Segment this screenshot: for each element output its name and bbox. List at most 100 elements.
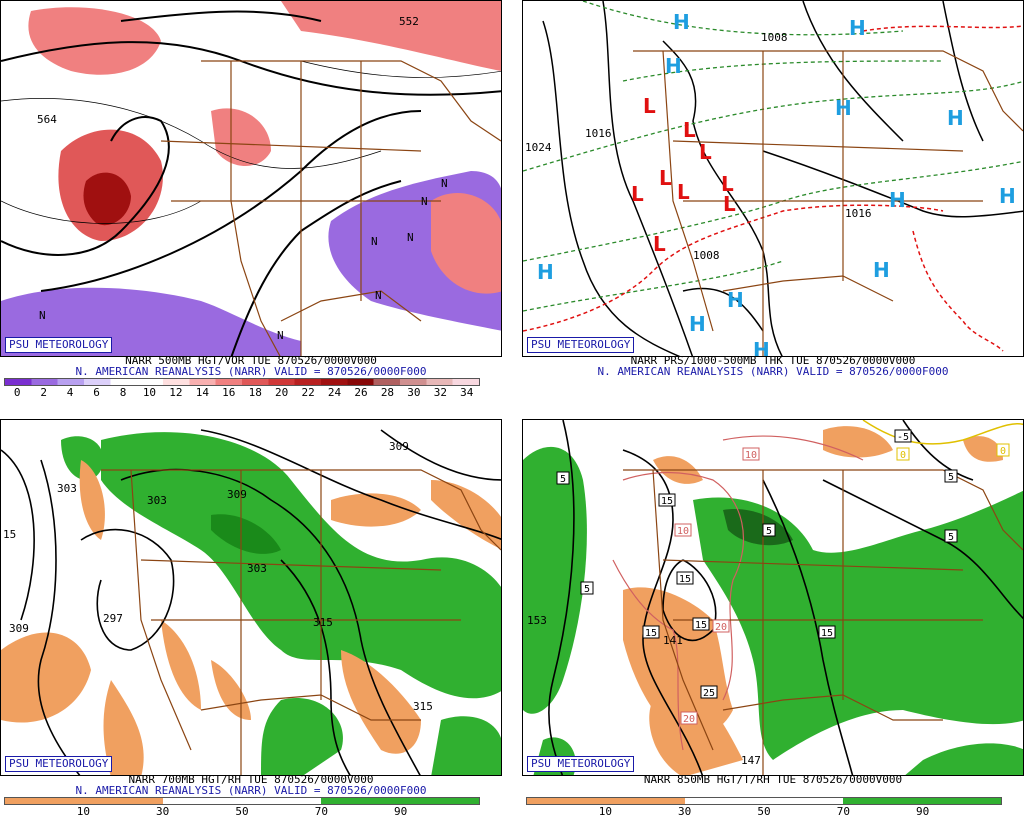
map1-label-564: 564 — [37, 113, 57, 126]
colorbar-tick-label: 0 — [13, 386, 21, 399]
svg-text:15: 15 — [661, 496, 673, 507]
colorbar-tick-label: 30 — [678, 805, 692, 818]
colorbar-tick-label: 24 — [327, 386, 342, 399]
svg-text:10: 10 — [677, 526, 689, 537]
map3-label-309c: 309 — [9, 622, 29, 635]
map-500mb-graphic: 564 552 N N N N N N N — [1, 1, 501, 356]
map3-label-303b: 303 — [147, 494, 167, 507]
low-marker-9: L — [653, 232, 666, 256]
map1-label-552: 552 — [399, 15, 419, 28]
psu-meteorology-badge: PSU METEOROLOGY — [5, 337, 113, 353]
svg-text:15: 15 — [645, 628, 657, 639]
low-marker-2: L — [683, 118, 696, 142]
map2-label-1016b: 1016 — [845, 207, 872, 220]
vorticity-colorbar-labels: 0 2 4 6 8 10 12 14 16 18 20 22 24 26 28 30 32 34 — [0, 387, 502, 399]
map1-label-n5: N — [421, 195, 428, 208]
colorbar-tick-label: 10 — [76, 805, 90, 818]
map1-label-n1: N — [39, 309, 46, 322]
temp-label-15d: 15 — [692, 617, 710, 631]
colorbar-tick-label: 50 — [235, 805, 249, 818]
map4-label-153: 153 — [527, 614, 547, 627]
temp-label-15c: 15 — [642, 625, 660, 639]
svg-text:20: 20 — [683, 714, 695, 725]
high-marker-4: H — [835, 96, 852, 120]
map3-label-315a: 315 — [313, 616, 333, 629]
map1-subtitle: N. AMERICAN REANALYSIS (NARR) VALID = 87… — [75, 365, 427, 378]
svg-text:5: 5 — [948, 472, 954, 483]
low-marker-7: L — [721, 172, 734, 196]
temp-label-15b: 15 — [676, 571, 694, 585]
temp-label-25: 25 — [700, 685, 718, 699]
temp-label-15e: 15 — [818, 625, 836, 639]
panel-500mb-vorticity: 564 552 N N N N N N N PSU METEOROLOGY NA… — [0, 0, 502, 400]
colorbar-tick-label: 18 — [248, 386, 262, 399]
colorbar-tick-label: 28 — [380, 386, 395, 399]
colorbar-tick-label: 26 — [354, 386, 368, 399]
temp-label-10a: 10 — [742, 447, 760, 461]
colorbar-tick-label: 70 — [836, 805, 850, 818]
high-marker-8: H — [873, 258, 890, 282]
svg-text:5: 5 — [584, 584, 590, 595]
map3-label-297: 297 — [103, 612, 123, 625]
map1-label-n6: N — [375, 289, 382, 302]
map4-label-141: 141 — [663, 634, 683, 647]
colorbar-tick-label: 16 — [222, 386, 236, 399]
map4-title: NARR 850MB HGT/T/RH TUE 870526/0000V000 — [643, 773, 903, 786]
svg-text:-5: -5 — [897, 432, 909, 443]
rh-colorbar-700 — [4, 797, 480, 805]
map3-label-15: 15 — [3, 528, 16, 541]
svg-text:5: 5 — [948, 532, 954, 543]
high-marker-7: H — [537, 260, 554, 284]
low-marker-6: L — [677, 180, 690, 204]
svg-text:25: 25 — [703, 688, 715, 699]
temp-label-5a: 5 — [556, 471, 570, 485]
map-700mb-graphic: 303 303 303 309 309 309 315 315 297 15 — [1, 420, 501, 775]
high-marker-5: H — [947, 106, 964, 130]
map2-label-1024: 1024 — [525, 141, 552, 154]
map3-label-303c: 303 — [247, 562, 267, 575]
high-marker-3: H — [849, 16, 866, 40]
map3-subtitle: N. AMERICAN REANALYSIS (NARR) VALID = 87… — [75, 784, 427, 797]
svg-text:15: 15 — [821, 628, 833, 639]
high-marker-11: H — [753, 338, 770, 357]
map-500mb: 564 552 N N N N N N N PSU METEOROLOGY — [0, 0, 502, 357]
high-marker-9: H — [727, 288, 744, 312]
high-marker-2: H — [665, 54, 682, 78]
rh-colorbar-700-labels: 10 30 50 70 90 — [0, 806, 502, 818]
map2-label-1008a: 1008 — [761, 31, 788, 44]
map2-title: NARR PRS/1000-500MB THK TUE 870526/0000V… — [630, 354, 916, 367]
map3-label-309b: 309 — [389, 440, 409, 453]
high-marker-6: H — [999, 184, 1016, 208]
temp-label-5b: 5 — [580, 581, 594, 595]
panel-700mb-rh: 303 303 303 309 309 309 315 315 297 15 P… — [0, 419, 502, 819]
rh-colorbar-850 — [526, 797, 1002, 805]
map2-label-1008b: 1008 — [693, 249, 720, 262]
svg-text:0: 0 — [1000, 446, 1006, 457]
map1-label-n3: N — [407, 231, 414, 244]
map2-subtitle: N. AMERICAN REANALYSIS (NARR) VALID = 87… — [597, 365, 949, 378]
map1-label-n2: N — [371, 235, 378, 248]
svg-text:5: 5 — [560, 474, 566, 485]
temp-label-5d: 5 — [944, 469, 958, 483]
svg-text:5: 5 — [766, 526, 772, 537]
map3-label-303a: 303 — [57, 482, 77, 495]
temp-label-20b: 20 — [680, 711, 698, 725]
colorbar-tick-label: 30 — [407, 386, 421, 399]
svg-text:0: 0 — [900, 450, 906, 461]
psu-meteorology-badge: PSU METEOROLOGY — [527, 337, 635, 353]
map-700mb: 303 303 303 309 309 309 315 315 297 15 P… — [0, 419, 502, 776]
panel-pressure-thickness: 1024 1016 1008 1008 1016 H H H H H H H H… — [522, 0, 1024, 400]
colorbar-tick-label: 6 — [93, 386, 100, 399]
temp-label-15a: 15 — [658, 493, 676, 507]
psu-meteorology-badge: PSU METEOROLOGY — [5, 756, 113, 772]
colorbar-tick-label: 2 — [40, 386, 47, 399]
vorticity-colorbar — [4, 378, 480, 386]
map3-title: NARR 700MB HGT/RH TUE 870526/0000V000 — [128, 773, 374, 786]
map1-label-n7: N — [277, 329, 284, 342]
low-marker-3: L — [699, 140, 712, 164]
colorbar-tick-label: 4 — [66, 386, 74, 399]
map4-label-147: 147 — [741, 754, 761, 767]
colorbar-tick-label: 12 — [169, 386, 183, 399]
map1-label-n4: N — [441, 177, 448, 190]
high-marker-12: H — [889, 188, 906, 212]
